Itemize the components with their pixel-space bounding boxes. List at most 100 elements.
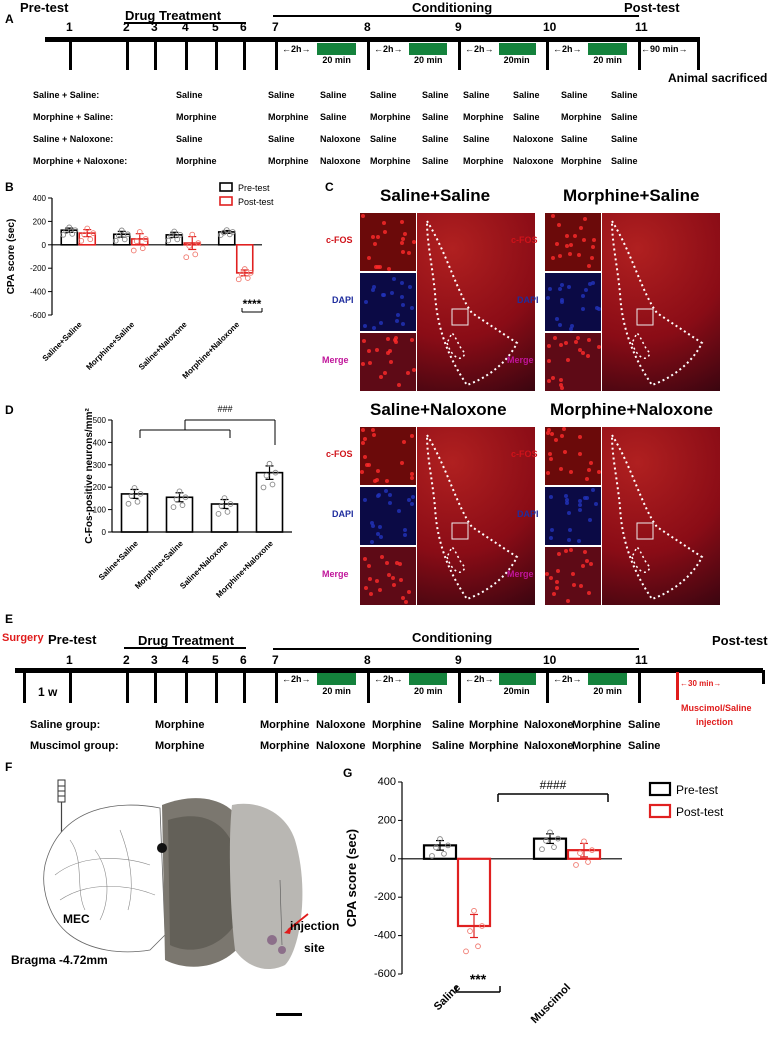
day-label: 9 bbox=[455, 653, 462, 667]
group-name: Muscimol group: bbox=[30, 740, 119, 752]
injection-marker bbox=[676, 672, 679, 700]
group-cond: Morphine bbox=[561, 112, 602, 122]
session-bar bbox=[498, 673, 536, 685]
data-point bbox=[165, 237, 172, 244]
day-label: 7 bbox=[272, 653, 279, 667]
x-tick-label: Saline bbox=[432, 982, 463, 1013]
session-bar bbox=[408, 673, 448, 685]
data-point bbox=[215, 511, 222, 517]
y-tick-label: 0 bbox=[102, 528, 107, 537]
legend-swatch bbox=[219, 182, 233, 192]
group-name: Saline + Naloxone: bbox=[33, 134, 114, 144]
micrograph-title: Saline+Saline bbox=[380, 186, 491, 205]
data-point bbox=[189, 231, 196, 238]
timeline-e bbox=[15, 668, 763, 673]
day-label: 6 bbox=[240, 653, 247, 667]
data-point bbox=[176, 488, 183, 495]
group-cond: Saline bbox=[561, 90, 588, 100]
after-label-a: ←90 min→ bbox=[641, 44, 688, 54]
group-cond: Saline bbox=[370, 90, 397, 100]
channel-label: Merge bbox=[322, 355, 349, 365]
legend-swatch bbox=[648, 781, 672, 797]
data-point bbox=[112, 237, 119, 244]
y-tick-label: 200 bbox=[93, 483, 107, 492]
data-point bbox=[266, 460, 273, 467]
group-cond: Saline bbox=[268, 90, 295, 100]
panel-letter-c: C bbox=[325, 180, 334, 194]
data-point bbox=[227, 501, 234, 507]
inset-dapi bbox=[360, 273, 416, 331]
group-cond: Saline bbox=[422, 156, 449, 166]
group-cond: Morphine bbox=[372, 740, 422, 752]
day-tick bbox=[546, 670, 549, 703]
group-cond: Morphine bbox=[268, 156, 309, 166]
group-cond: Saline bbox=[513, 112, 540, 122]
data-point bbox=[173, 496, 180, 503]
day-tick bbox=[697, 40, 700, 70]
group-cond: Saline bbox=[422, 112, 449, 122]
data-point bbox=[471, 907, 477, 914]
group-cond: Saline bbox=[320, 112, 347, 122]
y-tick-label: -400 bbox=[374, 930, 396, 942]
day-tick bbox=[185, 670, 188, 703]
day-tick bbox=[762, 670, 765, 684]
data-point bbox=[551, 844, 557, 850]
channel-label: c-FOS bbox=[511, 449, 538, 459]
session-label: 20 min bbox=[413, 55, 443, 65]
data-point bbox=[585, 859, 591, 865]
y-axis-label: CPA score (sec) bbox=[344, 829, 359, 927]
data-point bbox=[475, 943, 481, 950]
data-point bbox=[441, 850, 447, 857]
y-tick-label: -600 bbox=[374, 968, 396, 980]
day-tick bbox=[69, 40, 72, 70]
data-point bbox=[121, 236, 128, 243]
channel-label: c-FOS bbox=[326, 449, 353, 459]
gap-label: ←2h→ bbox=[465, 44, 494, 54]
inset-c-fos bbox=[360, 427, 416, 485]
x-tick-label: Saline+Naloxone bbox=[178, 539, 230, 591]
y-tick-label: -400 bbox=[30, 288, 47, 297]
gap-label: ←2h→ bbox=[553, 44, 582, 54]
day-label: 8 bbox=[364, 20, 371, 34]
data-point bbox=[547, 829, 553, 836]
phase-posttest-e: Post-test bbox=[712, 633, 768, 648]
data-point bbox=[81, 231, 88, 238]
group-cond: Saline bbox=[268, 134, 295, 144]
group-drug: Morphine bbox=[176, 156, 217, 166]
week-label: 1 w bbox=[38, 685, 58, 699]
x-tick-label: Morphine+Naloxone bbox=[181, 320, 242, 380]
injection-label-1: Muscimol/Saline bbox=[681, 703, 752, 713]
day-label: 7 bbox=[272, 20, 279, 34]
group-cond: Morphine bbox=[572, 719, 622, 731]
data-point bbox=[183, 254, 190, 261]
group-cond: Saline bbox=[628, 740, 661, 752]
session-bar bbox=[588, 673, 628, 685]
day-label: 8 bbox=[364, 653, 371, 667]
data-point bbox=[218, 503, 225, 509]
inset-merge bbox=[360, 333, 416, 391]
micrograph-title: Morphine+Naloxone bbox=[550, 400, 713, 419]
data-point bbox=[170, 504, 177, 510]
group-cond: Morphine bbox=[372, 719, 422, 731]
session-label: 20min bbox=[503, 55, 530, 65]
group-cond: Saline bbox=[432, 740, 465, 752]
gap-label: ←2h→ bbox=[553, 674, 582, 684]
phase-drug-e: Drug Treatment bbox=[138, 633, 235, 648]
y-tick-label: 300 bbox=[93, 461, 107, 470]
gap-label: ←2h→ bbox=[374, 44, 403, 54]
day-tick bbox=[275, 40, 278, 70]
inset-c-fos bbox=[545, 213, 601, 271]
group-drug: Morphine bbox=[155, 719, 205, 731]
data-point bbox=[137, 491, 144, 497]
group-cond: Saline bbox=[463, 90, 490, 100]
day-label: 5 bbox=[212, 653, 219, 667]
brain-section-figure bbox=[43, 779, 309, 1016]
day-tick bbox=[546, 40, 549, 70]
y-tick-label: 200 bbox=[378, 814, 396, 826]
day-label: 11 bbox=[635, 20, 648, 34]
group-cond: Naloxone bbox=[524, 740, 574, 752]
y-tick-label: -600 bbox=[30, 311, 47, 320]
chart-b: -600 -400 -200 0 200 400 CPA score (sec) Saline… bbox=[6, 182, 274, 380]
significance-label: *** bbox=[470, 971, 487, 987]
group-cond: Naloxone bbox=[320, 134, 361, 144]
